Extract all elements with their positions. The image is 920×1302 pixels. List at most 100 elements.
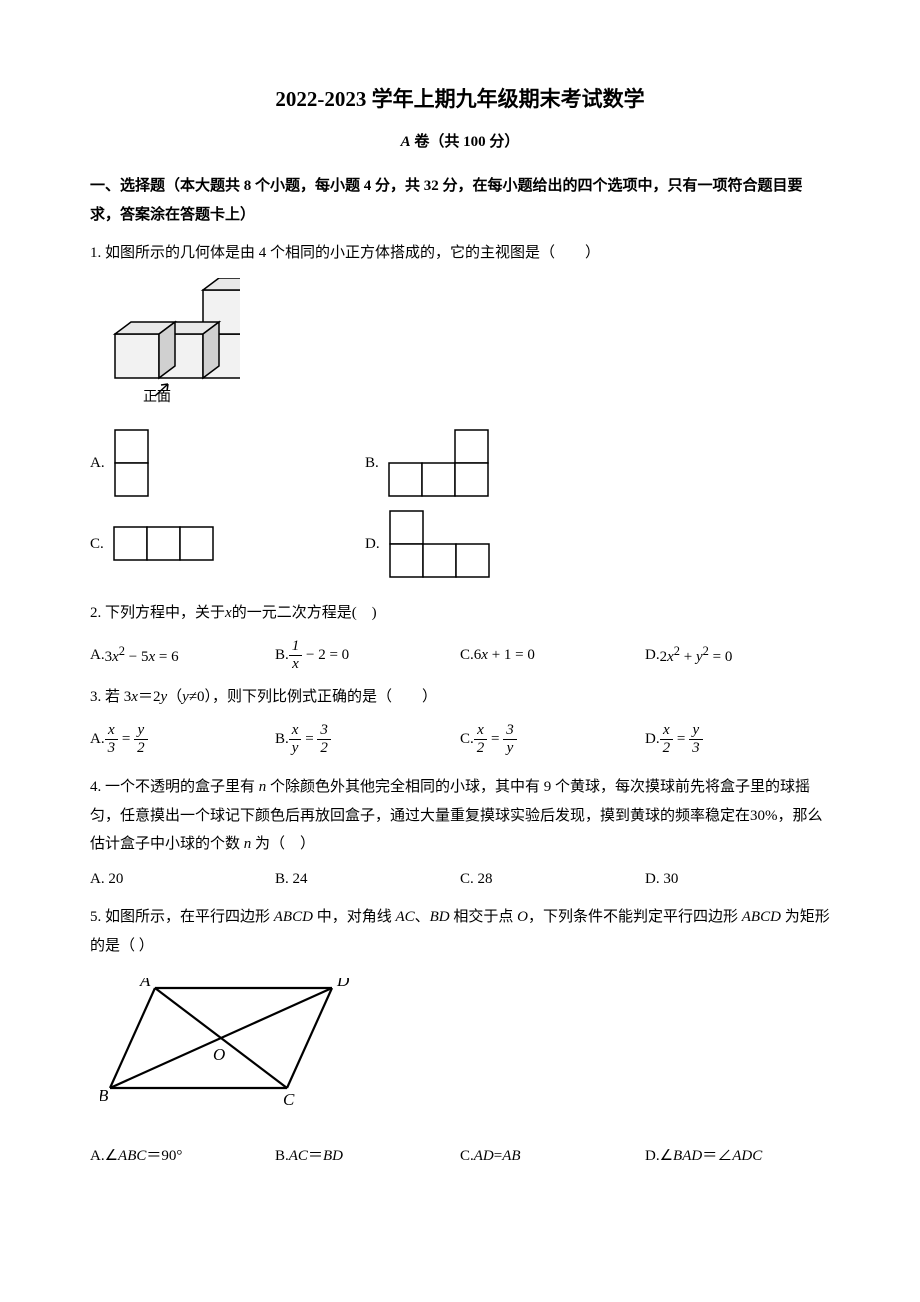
page-title: 2022-2023 学年上期九年级期末考试数学 — [90, 80, 830, 120]
q5-options: A. ∠ABC＝90° B. AC＝BD C. AD=AB D. ∠BAD＝∠A… — [90, 1142, 830, 1171]
q1-b-label: B. — [365, 449, 379, 478]
q2-var: x — [225, 605, 232, 621]
q2-a-label: A. — [90, 641, 105, 670]
q1-option-a: A. — [90, 425, 275, 500]
q3-option-b: B. xy = 32 — [275, 722, 460, 758]
i: AD — [474, 1142, 494, 1171]
l: C. — [460, 1142, 474, 1171]
f: 2 — [660, 740, 674, 757]
f: 3 — [503, 722, 517, 739]
t: AC — [395, 909, 414, 925]
q5-diagram: ABCDO — [100, 978, 830, 1124]
question-5: 5. 如图所示，在平行四边形 ABCD 中，对角线 AC、BD 相交于点 O，下… — [90, 903, 830, 1170]
i: BAD — [673, 1142, 702, 1171]
f: x — [105, 722, 119, 739]
q1-text: 1. 如图所示的几何体是由 4 个相同的小正方体搭成的，它的主视图是（ ） — [90, 239, 830, 268]
q3-option-d: D. x2 = y3 — [645, 722, 830, 758]
t: ，下列条件不能判定平行四边形 — [528, 909, 742, 925]
q1-options-row2: C. D. — [90, 506, 830, 581]
q1-option-b: B. — [275, 425, 830, 500]
q3-b-label: B. — [275, 725, 289, 754]
q2-b-tail: − 2 = 0 — [302, 647, 349, 663]
t: BD — [430, 909, 450, 925]
svg-text:O: O — [213, 1045, 225, 1064]
t: O — [517, 909, 528, 925]
q1-c-label: C. — [90, 530, 104, 559]
q3-te: （ — [167, 689, 182, 705]
q5-text: 5. 如图所示，在平行四边形 ABCD 中，对角线 AC、BD 相交于点 O，下… — [90, 903, 830, 960]
q3-tg: ≠0），则下列比例式正确的是（ ） — [189, 689, 437, 705]
q5-option-c: C. AD=AB — [460, 1142, 645, 1171]
q3-c-label: C. — [460, 725, 474, 754]
t: 、 — [415, 909, 430, 925]
page-subtitle: A 卷（共 100 分） — [90, 128, 830, 157]
q4-option-a: A. 20 — [90, 865, 275, 894]
q4-text: 4. 一个不透明的盒子里有 n 个除颜色外其他完全相同的小球，其中有 9 个黄球… — [90, 773, 830, 859]
l: A. — [90, 1142, 105, 1171]
question-3: 3. 若 3x＝2y（y≠0），则下列比例式正确的是（ ） A. x3 = y2… — [90, 683, 830, 757]
q2-text: 2. 下列方程中，关于x的一元二次方程是( ) — [90, 599, 830, 628]
q1-option-c: C. — [90, 506, 275, 581]
f: x — [474, 722, 488, 739]
p: ＝90° — [146, 1142, 182, 1171]
q4-option-b: B. 24 — [275, 865, 460, 894]
m: ＝ — [308, 1142, 323, 1171]
q3-ta: 3. 若 3 — [90, 689, 131, 705]
q1-d-label: D. — [365, 530, 380, 559]
q3-text: 3. 若 3x＝2y（y≠0），则下列比例式正确的是（ ） — [90, 683, 830, 712]
q3-tf: y — [182, 689, 189, 705]
svg-text:正面: 正面 — [143, 390, 171, 403]
q3-d-expr: x2 = y3 — [660, 722, 703, 758]
q2-b-num: 1 — [289, 638, 303, 655]
q2-option-b: B. 1x − 2 = 0 — [275, 638, 460, 674]
f: 2 — [134, 740, 148, 757]
q1-a-label: A. — [90, 449, 105, 478]
q4-option-c: C. 28 — [460, 865, 645, 894]
t: 4. 一个不透明的盒子里有 — [90, 779, 259, 795]
q4-options: A. 20 B. 24 C. 28 D. 30 — [90, 865, 830, 894]
section-heading: 一、选择题（本大题共 8 个小题，每小题 4 分，共 32 分，在每小题给出的四… — [90, 172, 830, 229]
p: ∠ — [105, 1142, 118, 1171]
question-4: 4. 一个不透明的盒子里有 n 个除颜色外其他完全相同的小球，其中有 9 个黄球… — [90, 773, 830, 893]
q2-text-a: 2. 下列方程中，关于 — [90, 605, 225, 621]
q2-d-expr: 2x2 + y2 = 0 — [660, 640, 733, 672]
question-2: 2. 下列方程中，关于x的一元二次方程是( ) A. 3x2 − 5x = 6 … — [90, 599, 830, 673]
q2-text-b: 的一元二次方程是( ) — [232, 605, 377, 621]
t: 中，对角线 — [313, 909, 396, 925]
q3-tc: ＝2 — [138, 689, 161, 705]
f: x — [289, 722, 302, 739]
q3-c-expr: x2 = 3y — [474, 722, 517, 758]
q5-option-b: B. AC＝BD — [275, 1142, 460, 1171]
q3-option-a: A. x3 = y2 — [90, 722, 275, 758]
f: 2 — [474, 740, 488, 757]
q3-b-expr: xy = 32 — [289, 722, 331, 758]
subtitle-letter: A — [401, 134, 411, 150]
q4-option-d: D. 30 — [645, 865, 830, 894]
q5-option-a: A. ∠ABC＝90° — [90, 1142, 275, 1171]
q2-c-label: C. — [460, 641, 474, 670]
m: ＝∠ — [702, 1142, 732, 1171]
question-1: 1. 如图所示的几何体是由 4 个相同的小正方体搭成的，它的主视图是（ ） 正面… — [90, 239, 830, 581]
subtitle-text: 卷（共 100 分） — [411, 134, 520, 150]
q2-a-expr: 3x2 − 5x = 6 — [105, 640, 179, 672]
q3-tb: x — [131, 689, 138, 705]
i: ADC — [732, 1142, 762, 1171]
t: ABCD — [742, 909, 781, 925]
p: ∠ — [660, 1142, 673, 1171]
q2-option-d: D. 2x2 + y2 = 0 — [645, 638, 830, 674]
q2-option-c: C. 6x + 1 = 0 — [460, 638, 645, 674]
f: y — [503, 740, 517, 757]
t: 为（ ） — [251, 836, 315, 852]
i: AB — [502, 1142, 520, 1171]
i: AC — [289, 1142, 308, 1171]
f: y — [134, 722, 148, 739]
q1-figure: 正面 — [110, 278, 830, 414]
l: D. — [645, 1142, 660, 1171]
f: 3 — [317, 722, 331, 739]
q3-options: A. x3 = y2 B. xy = 32 C. x2 = 3y — [90, 722, 830, 758]
f: y — [689, 722, 703, 739]
q5-option-d: D. ∠BAD＝∠ADC — [645, 1142, 830, 1171]
q2-c-expr: 6x + 1 = 0 — [474, 641, 535, 670]
q3-a-expr: x3 = y2 — [105, 722, 148, 758]
svg-text:A: A — [139, 978, 151, 990]
